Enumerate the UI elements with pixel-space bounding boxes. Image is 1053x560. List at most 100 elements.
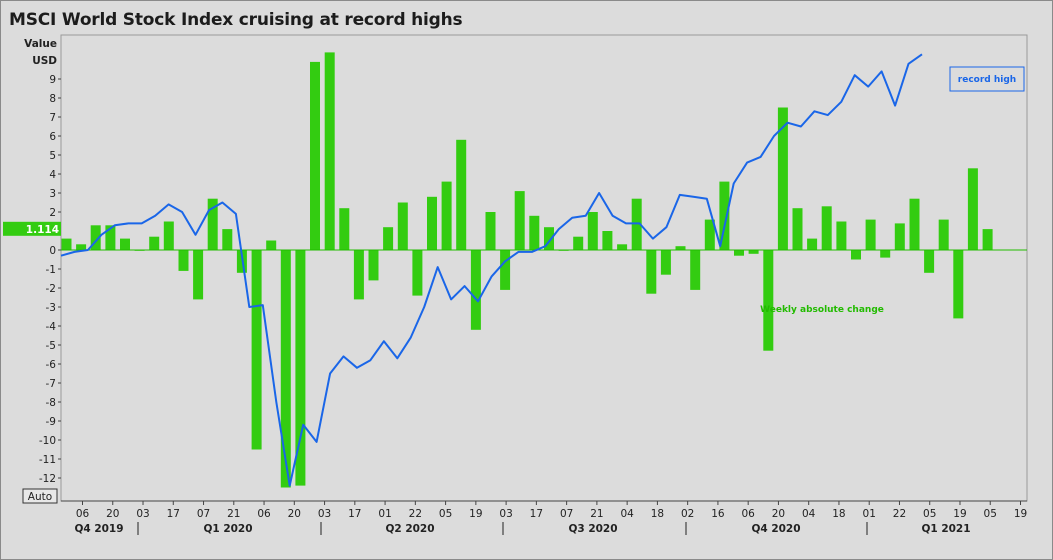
x-tick-label: 20 <box>772 508 785 520</box>
y-tick-label: -6 <box>46 359 57 371</box>
bar <box>748 250 759 254</box>
y-tick-label: -7 <box>46 378 56 390</box>
bar <box>880 250 891 258</box>
bar <box>617 244 628 250</box>
bar <box>938 219 949 250</box>
bar <box>967 168 978 250</box>
bar <box>909 198 920 250</box>
bar <box>368 250 379 281</box>
bar <box>587 212 598 250</box>
bar <box>251 250 262 450</box>
x-tick-label: 19 <box>1014 508 1027 520</box>
bar <box>807 238 818 250</box>
bar <box>412 250 423 296</box>
bar <box>675 246 686 250</box>
bar <box>573 236 584 250</box>
y-tick-label: 6 <box>49 131 56 143</box>
y-tick-label: -5 <box>46 340 56 352</box>
record-high-annotation: record high <box>949 66 1025 92</box>
y-axis-heading-usd: USD <box>32 55 57 67</box>
x-tick-label: 01 <box>378 508 391 520</box>
x-tick-label: 04 <box>802 508 816 520</box>
x-tick-label: 04 <box>620 508 634 520</box>
x-tick-label: 06 <box>257 508 271 520</box>
y-tick-label: -8 <box>46 397 56 409</box>
bar-series <box>61 52 993 488</box>
y-tick-label: 8 <box>49 93 56 105</box>
x-tick-label: 21 <box>590 508 603 520</box>
y-tick-label: 9 <box>49 74 56 86</box>
bar <box>851 250 861 260</box>
bar <box>266 240 277 250</box>
record-high-label: record high <box>958 75 1016 85</box>
x-tick-label: 19 <box>953 508 966 520</box>
x-tick-label: 20 <box>288 508 301 520</box>
plot-area <box>60 34 1028 502</box>
bar <box>646 250 657 294</box>
quarter-label: Q1 2020 <box>203 523 252 535</box>
bar <box>763 250 774 351</box>
x-tick-label: 21 <box>227 508 240 520</box>
weekly-change-label: Weekly absolute change <box>760 305 884 315</box>
x-tick-label: 17 <box>348 508 361 520</box>
bar <box>397 202 408 250</box>
bar <box>660 250 671 275</box>
bar <box>514 191 525 250</box>
bar <box>90 225 101 250</box>
bar <box>105 225 116 250</box>
bar <box>149 236 160 250</box>
y-tick-label: -2 <box>46 283 56 295</box>
bar <box>529 215 540 250</box>
quarter-label: Q3 2020 <box>568 523 617 535</box>
bar <box>163 221 174 250</box>
y-tick-label: -10 <box>39 435 56 447</box>
x-tick-label: 16 <box>711 508 725 520</box>
bar <box>485 212 496 250</box>
x-tick-label: 03 <box>499 508 512 520</box>
chart-title: MSCI World Stock Index cruising at recor… <box>9 10 463 30</box>
y-tick-label: 0 <box>49 245 56 257</box>
x-tick-label: 05 <box>923 508 936 520</box>
bar <box>690 250 701 290</box>
bar <box>792 208 803 250</box>
bar <box>280 250 291 488</box>
bar <box>924 250 935 273</box>
quarter-label: Q1 2021 <box>921 523 970 535</box>
bar <box>427 196 437 250</box>
quarter-label: Q4 2019 <box>74 523 123 535</box>
x-tick-label: 03 <box>318 508 331 520</box>
current-value-marker: 1.114 <box>3 221 61 236</box>
x-tick-label: 17 <box>167 508 180 520</box>
y-tick-label: -9 <box>46 416 56 428</box>
bar <box>222 229 233 250</box>
y-axis-heading-value: Value <box>24 38 57 50</box>
bar <box>704 219 715 250</box>
current-value-label: 1.114 <box>26 224 59 236</box>
auto-button-label: Auto <box>28 491 52 503</box>
y-axis: 9876543210-1-2-3-4-5-6-7-8-9-10-11-12 <box>39 74 61 485</box>
bar <box>544 227 554 250</box>
x-tick-label: 02 <box>681 508 694 520</box>
y-tick-label: 5 <box>49 150 56 162</box>
x-tick-label: 07 <box>560 508 573 520</box>
x-tick-label: 18 <box>832 508 845 520</box>
bar <box>353 250 364 300</box>
bar <box>894 223 905 250</box>
x-tick-label: 17 <box>530 508 543 520</box>
bar <box>61 238 72 250</box>
bar <box>470 250 481 330</box>
bar <box>982 229 993 250</box>
x-tick-label: 22 <box>893 508 906 520</box>
y-tick-label: -1 <box>46 264 56 276</box>
x-tick-label: 01 <box>863 508 876 520</box>
y-tick-label: 7 <box>49 112 56 124</box>
auto-button[interactable]: Auto <box>22 488 58 504</box>
y-tick-label: -12 <box>39 473 56 485</box>
bar <box>719 181 730 250</box>
x-tick-label: 06 <box>741 508 755 520</box>
bar <box>777 107 788 250</box>
bar <box>456 139 467 250</box>
bar <box>441 181 452 250</box>
